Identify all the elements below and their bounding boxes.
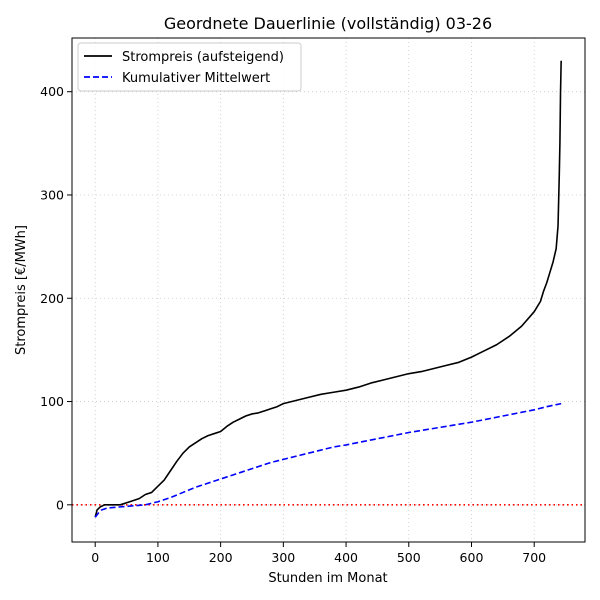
x-tick-label: 200 [209, 550, 233, 565]
y-axis-ticks: 0 100 200 300 400 [40, 84, 72, 512]
plot-frame [71, 37, 586, 543]
y-tick-label: 100 [40, 394, 64, 409]
x-axis-title: Stunden im Monat [268, 571, 387, 586]
legend-label-mean: Kumulativer Mittelwert [122, 71, 270, 86]
grid-lines [72, 38, 585, 542]
x-axis-ticks: 0 100 200 300 400 500 600 700 [91, 542, 546, 565]
y-tick-label: 300 [40, 187, 64, 202]
x-tick-label: 0 [91, 550, 99, 565]
x-tick-label: 500 [397, 550, 421, 565]
x-tick-label: 700 [522, 550, 546, 565]
legend-box [77, 42, 302, 92]
series-lines [94, 60, 562, 518]
price-series-line [94, 60, 562, 518]
y-tick-label: 0 [56, 497, 64, 512]
chart-title: Geordnete Dauerlinie (vollständig) 03-26 [164, 14, 492, 33]
y-tick-label: 400 [40, 84, 64, 99]
cumulative-mean-line [94, 402, 562, 518]
y-axis-title: Strompreis [€/MWh] [14, 225, 29, 355]
x-tick-label: 400 [334, 550, 358, 565]
legend-label-price: Strompreis (aufsteigend) [122, 50, 284, 65]
x-tick-label: 300 [271, 550, 295, 565]
y-tick-label: 200 [40, 291, 64, 306]
x-tick-label: 600 [460, 550, 484, 565]
legend: Strompreis (aufsteigend) Kumulativer Mit… [77, 42, 302, 92]
x-tick-label: 100 [146, 550, 170, 565]
